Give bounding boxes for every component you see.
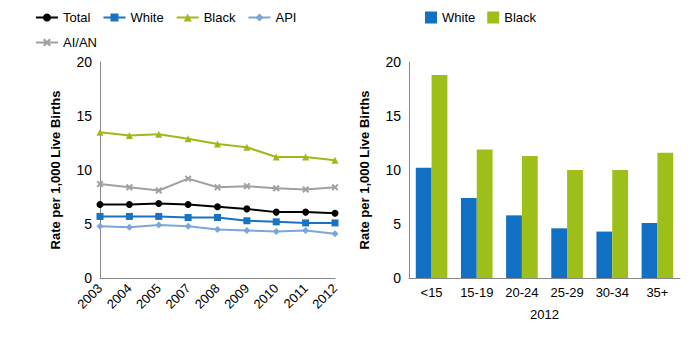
svg-text:<15: <15 [421,285,443,300]
svg-text:2005: 2005 [133,281,164,312]
svg-text:5: 5 [393,216,401,232]
svg-text:15: 15 [76,108,92,124]
svg-text:20: 20 [385,54,401,70]
svg-text:15: 15 [385,108,401,124]
svg-text:35+: 35+ [646,285,668,300]
svg-text:Black: Black [204,10,236,25]
svg-text:2008: 2008 [192,281,223,312]
svg-text:2004: 2004 [104,281,135,312]
svg-text:10: 10 [385,162,401,178]
svg-text:2012: 2012 [309,281,340,312]
svg-text:2012: 2012 [530,307,559,322]
svg-text:Rate per 1,000 Live Births: Rate per 1,000 Live Births [48,91,63,250]
svg-text:Total: Total [63,10,91,25]
svg-text:2009: 2009 [221,281,252,312]
svg-text:White: White [130,10,163,25]
svg-text:30-34: 30-34 [596,285,629,300]
svg-text:2003: 2003 [74,281,105,312]
svg-text:Black: Black [504,10,536,25]
svg-text:15-19: 15-19 [460,285,493,300]
svg-text:20: 20 [76,54,92,70]
svg-text:AI/AN: AI/AN [63,35,97,50]
svg-text:2011: 2011 [281,281,311,311]
svg-text:5: 5 [84,216,92,232]
svg-text:Rate per 1,000 Live Births: Rate per 1,000 Live Births [357,91,372,250]
svg-text:2007: 2007 [162,281,193,312]
svg-text:White: White [442,10,475,25]
svg-text:10: 10 [76,162,92,178]
svg-text:API: API [275,10,296,25]
svg-text:2010: 2010 [251,281,282,312]
svg-text:0: 0 [393,270,401,286]
svg-text:0: 0 [84,270,92,286]
svg-text:20-24: 20-24 [505,285,538,300]
svg-text:25-29: 25-29 [550,285,583,300]
